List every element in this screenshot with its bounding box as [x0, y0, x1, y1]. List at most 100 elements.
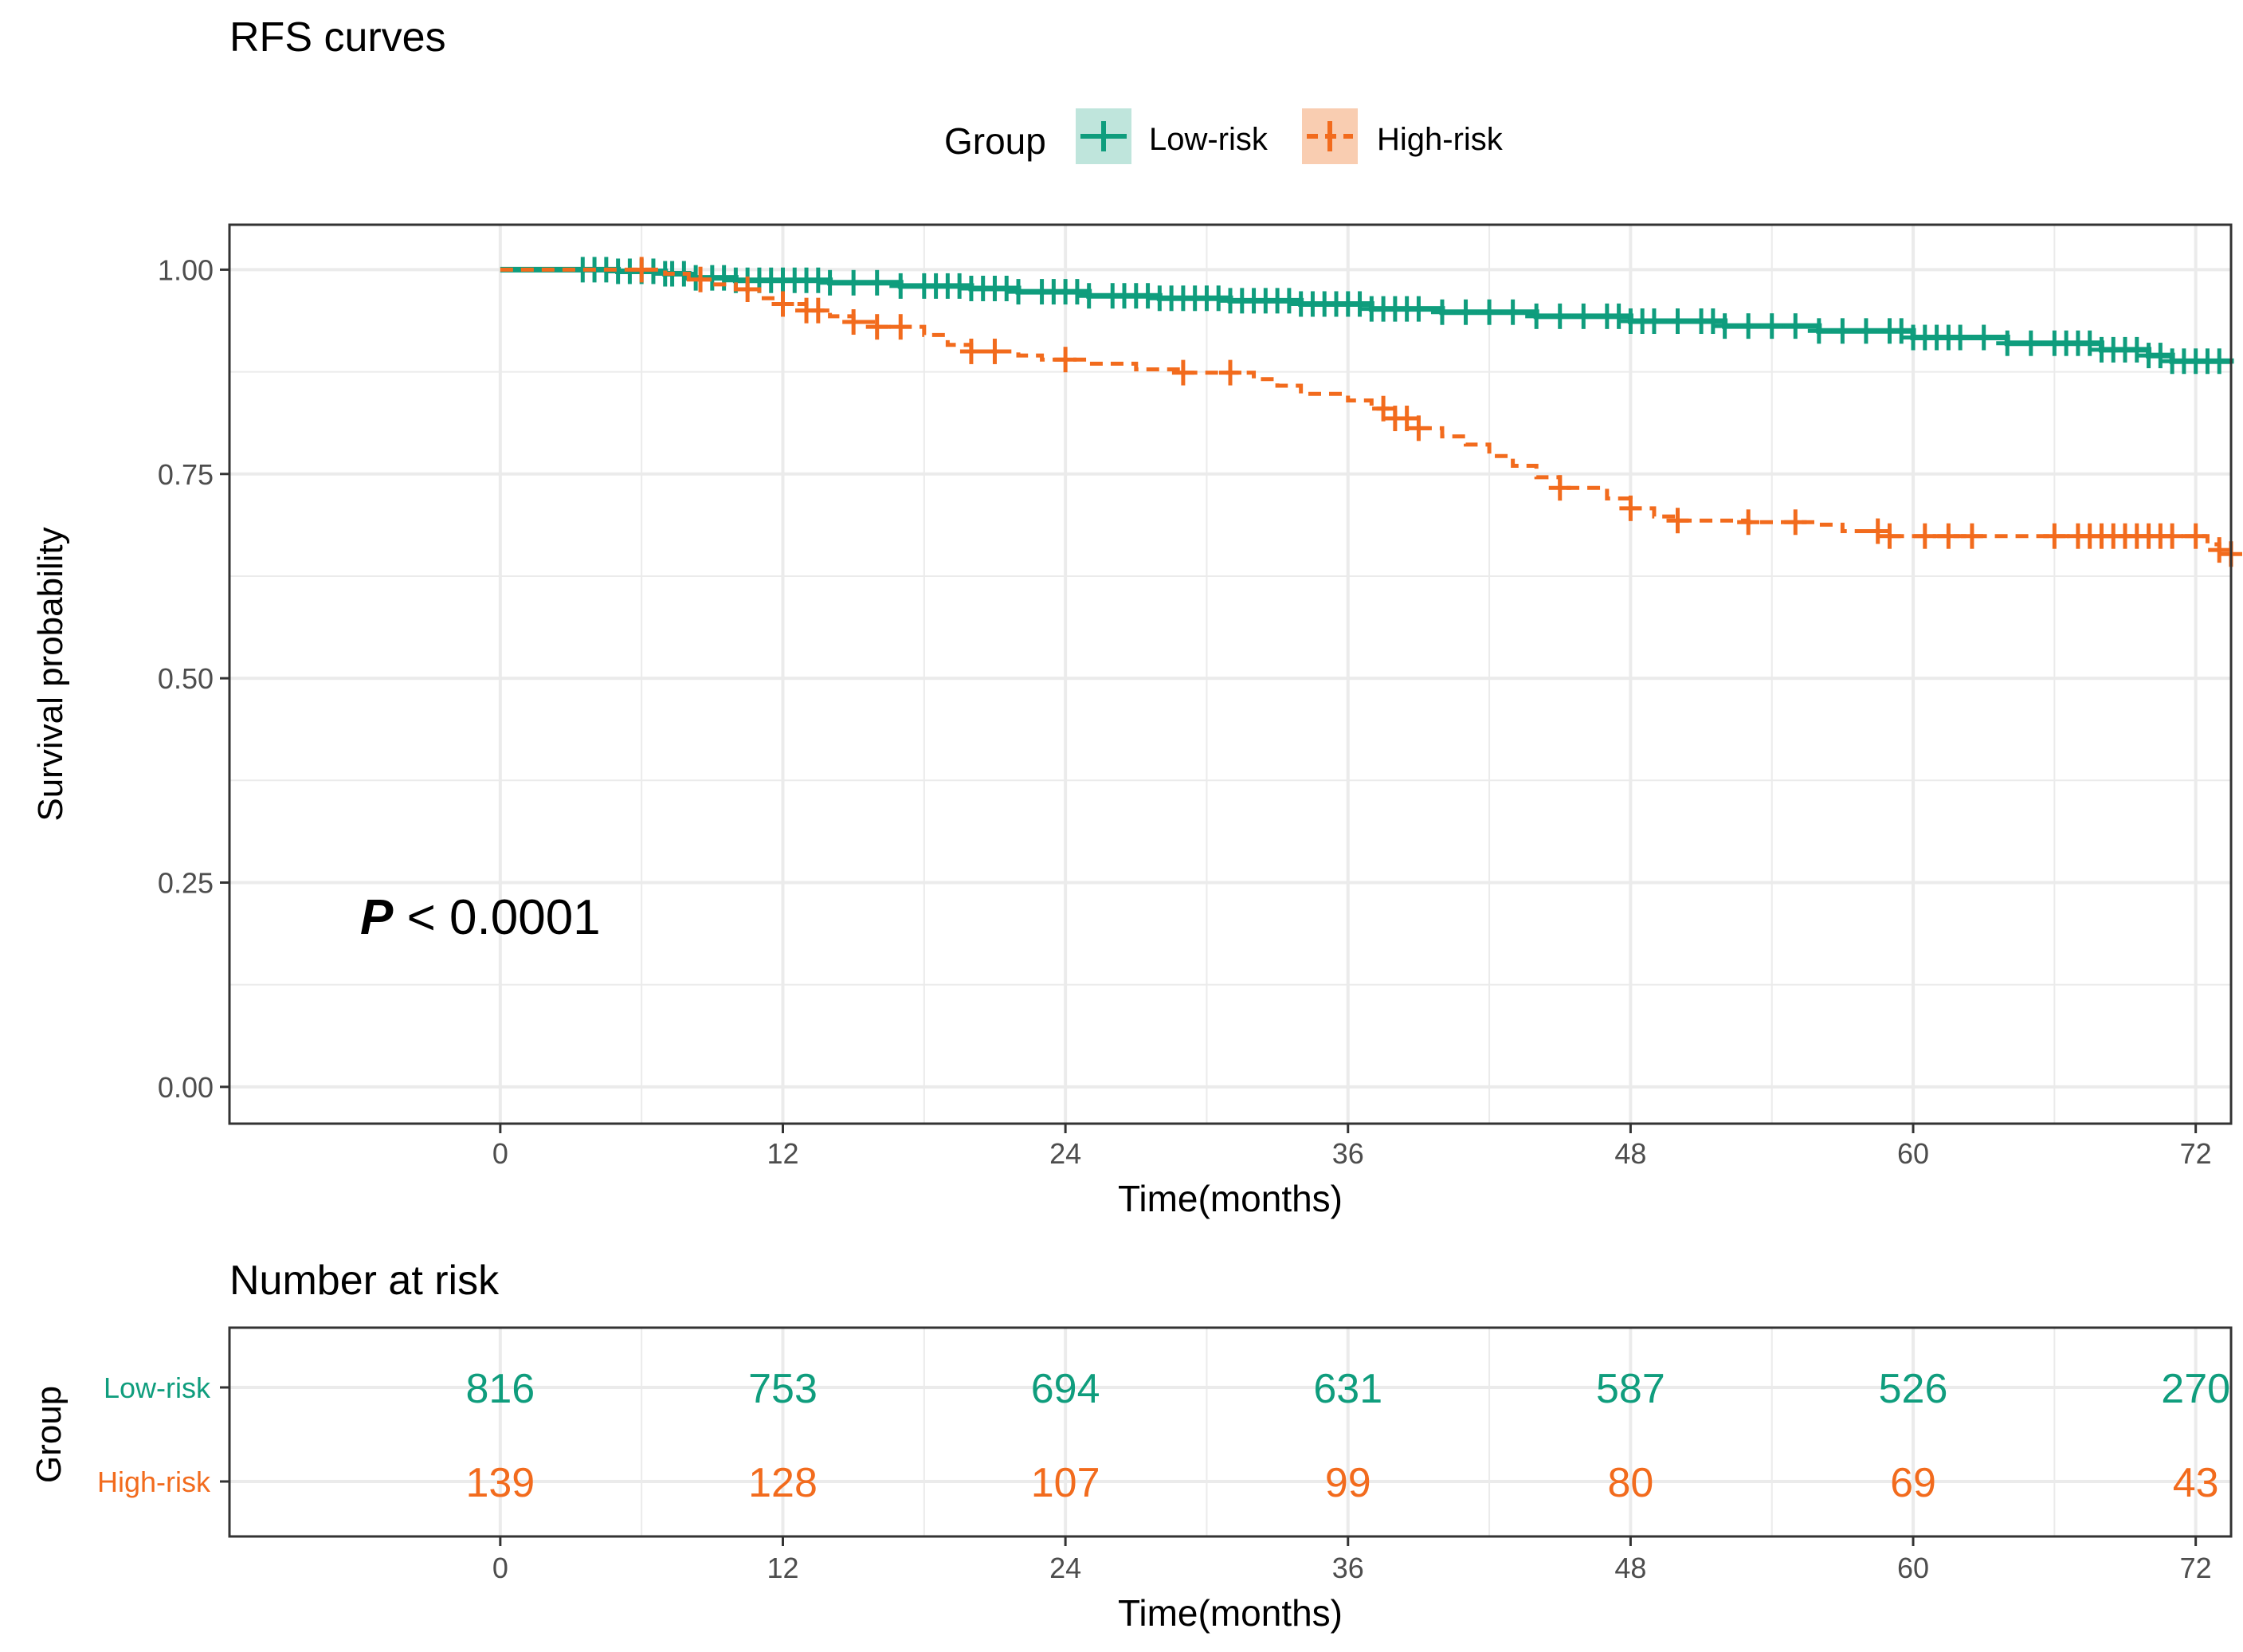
censor-mark-low-risk: [865, 269, 888, 296]
km-curve-high-risk: [500, 267, 2233, 555]
censor-mark-low-risk: [1077, 283, 1100, 309]
censor-mark-low-risk: [1478, 299, 1501, 325]
risk-count-low-risk: 694: [1031, 1366, 1100, 1412]
censor-mark-low-risk: [2078, 330, 2101, 356]
y-tick-label: 0.00: [158, 1071, 214, 1104]
censor-mark-high-risk: [959, 338, 982, 364]
censor-mark-low-risk: [1666, 308, 1689, 335]
risk-x-tick-label: 36: [1332, 1552, 1364, 1584]
censor-mark-high-risk: [1913, 523, 1936, 549]
chart-title: RFS curves: [229, 14, 446, 61]
p-value-symbol: P: [360, 890, 394, 945]
censor-mark-high-risk: [771, 291, 794, 317]
risk-count-high-risk: 128: [748, 1460, 818, 1506]
censor-mark-high-risk: [983, 338, 1006, 364]
survival-plot-panel: 0.00 0.25 0.50 0.75 1.00 0 12 24 36 48 60 72: [158, 223, 2242, 1170]
risk-table-border: [228, 1326, 2233, 1538]
censor-mark-low-risk: [1430, 299, 1453, 325]
risk-row-label-low-risk: Low-risk: [104, 1371, 211, 1404]
censor-mark-low-risk: [842, 269, 865, 296]
censor-mark-high-risk: [842, 309, 865, 336]
censor-mark-high-risk: [1784, 509, 1807, 536]
censor-mark-low-risk: [1701, 308, 1724, 335]
legend-label-high-risk: High-risk: [1377, 122, 1504, 157]
censor-mark-high-risk: [1395, 406, 1418, 432]
censor-mark-high-risk: [1054, 347, 1077, 373]
risk-x-tick-label: 72: [2180, 1552, 2212, 1584]
censor-mark-high-risk: [1960, 523, 1983, 549]
x-tick-label: 48: [1614, 1137, 1646, 1170]
censor-mark-high-risk: [2184, 523, 2207, 549]
risk-count-low-risk: 816: [465, 1366, 535, 1412]
censor-mark-low-risk: [1890, 318, 1913, 344]
censor-mark-high-risk: [1878, 523, 1901, 549]
risk-table-panel: Low-risk 816 753 694 631 587 526 270 High-risk 13…: [97, 1326, 2233, 1584]
censor-mark-low-risk: [1407, 296, 1430, 322]
censor-mark-high-risk: [1219, 359, 1241, 386]
censor-mark-low-risk: [2149, 343, 2172, 369]
censor-mark-low-risk: [1831, 318, 1854, 344]
risk-count-low-risk: 526: [1879, 1366, 1948, 1412]
censor-mark-low-risk: [1737, 313, 1760, 339]
censor-mark-low-risk: [1607, 303, 1630, 329]
censor-mark-high-risk: [1619, 495, 1642, 521]
risk-count-high-risk: 99: [1325, 1460, 1371, 1506]
plot-border: [228, 223, 2233, 1125]
censor-mark-high-risk: [865, 314, 888, 340]
censor-mark-high-risk: [1372, 395, 1395, 422]
x-tick-label: 60: [1897, 1137, 1929, 1170]
legend-title: Group: [944, 120, 1046, 162]
censor-mark-high-risk: [1737, 509, 1760, 536]
p-value-annotation: P < 0.0001: [360, 890, 601, 945]
censor-mark-low-risk: [2208, 348, 2231, 375]
censor-mark-low-risk: [2019, 330, 2042, 356]
risk-x-tick-label: 0: [492, 1552, 508, 1584]
censor-mark-low-risk: [2125, 336, 2148, 363]
x-tick-label: 12: [767, 1137, 798, 1170]
censor-mark-high-risk: [1407, 415, 1430, 441]
censor-mark-low-risk: [1996, 330, 2019, 356]
censor-mark-high-risk: [736, 277, 759, 303]
censor-mark-low-risk: [1277, 288, 1300, 314]
censor-mark-high-risk: [1666, 508, 1689, 534]
censor-mark-high-risk: [889, 314, 912, 340]
censor-mark-low-risk: [948, 273, 971, 299]
censor-mark-low-risk: [1972, 324, 1995, 351]
censor-mark-low-risk: [1784, 313, 1807, 339]
censor-mark-high-risk: [1866, 518, 1889, 544]
censor-mark-low-risk: [1548, 303, 1571, 329]
risk-table-title: Number at risk: [229, 1258, 500, 1304]
censor-mark-high-risk: [2208, 537, 2231, 563]
censor-mark-high-risk: [689, 266, 712, 292]
risk-x-tick-label: 24: [1049, 1552, 1081, 1584]
y-tick-label: 1.00: [158, 253, 214, 286]
x-tick-label: 36: [1332, 1137, 1364, 1170]
censor-mark-low-risk: [1348, 291, 1371, 317]
censor-mark-low-risk: [818, 269, 841, 296]
censor-mark-high-risk: [2161, 523, 2184, 549]
censor-mark-high-risk: [806, 297, 829, 324]
x-tick-label: 24: [1049, 1137, 1081, 1170]
risk-table-x-label: Time(months): [1118, 1592, 1343, 1634]
censor-mark-high-risk: [1937, 523, 1960, 549]
risk-count-high-risk: 80: [1607, 1460, 1653, 1506]
censor-mark-high-risk: [1171, 359, 1194, 386]
censor-mark-low-risk: [1501, 299, 1524, 325]
risk-count-low-risk: 631: [1313, 1366, 1382, 1412]
censor-mark-high-risk: [630, 257, 653, 283]
censor-mark-low-risk: [995, 275, 1018, 301]
censor-mark-low-risk: [1207, 285, 1230, 312]
x-tick-label: 72: [2180, 1137, 2212, 1170]
risk-x-tick-label: 60: [1897, 1552, 1929, 1584]
censor-mark-low-risk: [1065, 279, 1088, 305]
risk-count-low-risk: 270: [2161, 1366, 2230, 1412]
risk-count-high-risk: 43: [2173, 1460, 2219, 1506]
censor-mark-low-risk: [806, 267, 829, 293]
censor-mark-low-risk: [1572, 303, 1595, 329]
p-value-text: < 0.0001: [393, 890, 600, 945]
censor-mark-low-risk: [1007, 279, 1030, 305]
risk-count-low-risk: 587: [1596, 1366, 1665, 1412]
y-axis-label: Survival probability: [31, 527, 70, 821]
x-axis-label: Time(months): [1118, 1178, 1343, 1219]
